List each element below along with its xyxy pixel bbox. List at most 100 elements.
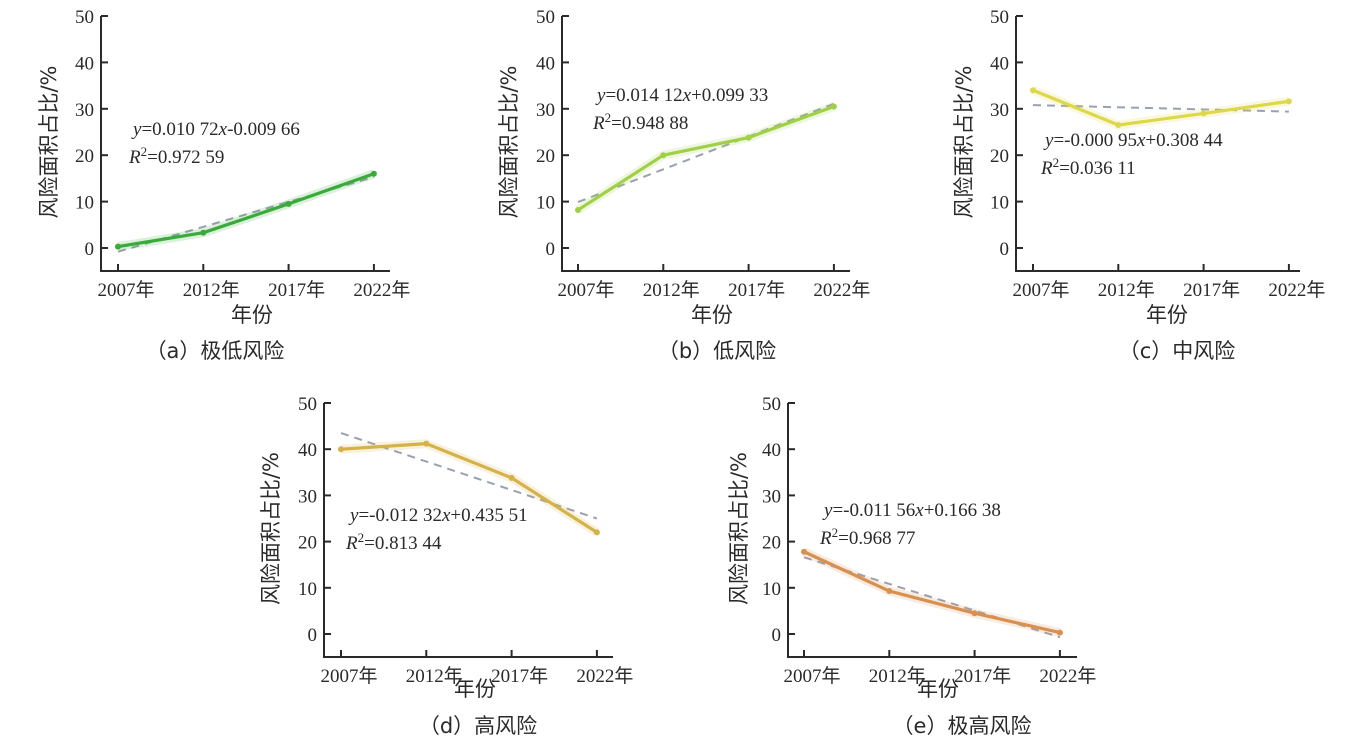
- equation-part: =0.036 11: [1059, 158, 1136, 179]
- chart-panel-d: 0 10 20 30 40 50 2007年 2012年 2017年 2022年 年份 风险面积占比/…: [220, 385, 660, 752]
- x-axis-title: 年份: [1146, 303, 1188, 327]
- x-tick-label: 2012年: [183, 279, 240, 301]
- equation-part: +0.308 44: [1145, 130, 1223, 151]
- equation-part: y: [348, 505, 359, 526]
- data-point: [370, 170, 377, 177]
- x-tick-label: 2007年: [1012, 279, 1069, 301]
- equation-part: x: [682, 85, 692, 106]
- x-tick-label: 2017年: [1183, 279, 1240, 301]
- equation-part: R: [345, 533, 358, 554]
- axes-frame: [1015, 16, 1300, 272]
- chart-caption: （e）极高风险: [893, 714, 1032, 738]
- y-tick-label: 30: [75, 100, 94, 121]
- equation-part: =-0.000 95: [1053, 130, 1137, 151]
- data-point: [285, 200, 292, 207]
- equation-part: R: [128, 147, 141, 168]
- y-tick-label: 20: [762, 533, 781, 554]
- data-point: [886, 588, 893, 595]
- x-tick-label: 2022年: [1039, 665, 1096, 687]
- y-tick-label: 40: [536, 53, 555, 74]
- chart-panel-e: 0 10 20 30 40 50 2007年 2012年 2017年 2022年 年份 风险面积占比/…: [700, 385, 1120, 752]
- y-axis-title: 风险面积占比/%: [497, 65, 521, 218]
- y-axis-title: 风险面积占比/%: [727, 452, 751, 605]
- equation-part: +0.166 38: [924, 500, 1001, 521]
- data-point: [660, 152, 667, 159]
- y-tick-label: 10: [75, 193, 94, 214]
- x-tick-label: 2017年: [954, 665, 1011, 687]
- x-tick-label: 2012年: [1098, 279, 1155, 301]
- series-line: [339, 442, 599, 534]
- equation-part: =-0.011 56: [832, 500, 915, 521]
- series-glow: [117, 169, 376, 252]
- x-tick-label: 2022年: [353, 279, 410, 301]
- regression-equation: y=-0.000 95x+0.308 44: [1043, 130, 1223, 151]
- x-tick-label: 2022年: [1268, 279, 1325, 301]
- series-line: [576, 104, 836, 212]
- x-tick-label: 2022年: [813, 279, 870, 301]
- r-squared: R2=0.972 59: [128, 144, 224, 169]
- x-tick-label: 2012年: [643, 279, 700, 301]
- equation-part: R: [1040, 158, 1053, 179]
- y-tick-label: 20: [298, 533, 317, 554]
- chart-panel-b: 0 10 20 30 40 50 2007年 2012年 2017年 2022年 年份 风险面积占比/…: [460, 0, 910, 370]
- r-squared: R2=0.813 44: [345, 530, 442, 555]
- equation-part: =0.813 44: [364, 533, 442, 554]
- y-tick-label: 30: [298, 486, 317, 507]
- chart-caption: （d）高风险: [419, 714, 537, 738]
- data-point: [801, 548, 807, 555]
- y-tick-label: 10: [762, 579, 781, 600]
- y-tick-label: 0: [1000, 239, 1010, 260]
- equation-part: y: [131, 119, 142, 140]
- data-point: [593, 529, 600, 536]
- regression-equation: y=-0.012 32x+0.435 51: [348, 505, 528, 526]
- y-tick-label: 0: [546, 239, 556, 260]
- equation-part: 2: [832, 525, 839, 540]
- x-tick-label: 2007年: [320, 665, 377, 687]
- y-tick-label: 50: [536, 7, 555, 28]
- x-tick-label: 2012年: [406, 665, 463, 687]
- r-squared: R2=0.968 77: [819, 525, 915, 550]
- y-axis-title: 风险面积占比/%: [37, 65, 61, 218]
- x-tick-label: 2012年: [869, 665, 926, 687]
- y-tick-label: 10: [298, 579, 317, 600]
- data-point: [1056, 629, 1063, 636]
- y-tick-label: 30: [990, 100, 1009, 121]
- equation-part: x: [441, 505, 451, 526]
- x-tick-label: 2007年: [557, 279, 614, 301]
- data-point: [1200, 110, 1207, 117]
- x-axis-title: 年份: [691, 303, 733, 327]
- x-axis-title: 年份: [454, 677, 496, 701]
- x-axis-title: 年份: [231, 303, 273, 327]
- x-tick-label: 2007年: [97, 279, 154, 301]
- x-tick-label: 2017年: [268, 279, 325, 301]
- axes-frame: [561, 16, 850, 272]
- y-tick-label: 20: [75, 146, 94, 167]
- series-glow: [802, 547, 1061, 638]
- axes-frame: [323, 403, 613, 658]
- data-point: [115, 243, 121, 250]
- equation-part: =-0.012 32: [358, 505, 442, 526]
- equation-part: -0.009 66: [227, 119, 300, 140]
- regression-equation: y=0.010 72x-0.009 66: [131, 119, 300, 140]
- y-tick-label: 40: [762, 440, 781, 461]
- equation-part: +0.435 51: [450, 505, 527, 526]
- chart-panel-c: 0 10 20 30 40 50 2007年 2012年 2017年 2022年 年份 风险面积占比/…: [915, 0, 1345, 370]
- data-point: [745, 134, 752, 141]
- x-tick-label: 2017年: [728, 279, 785, 301]
- data-point: [971, 610, 978, 617]
- data-point: [830, 103, 837, 110]
- y-tick-label: 40: [990, 53, 1009, 74]
- y-axis-title: 风险面积占比/%: [259, 452, 283, 605]
- y-tick-label: 0: [85, 239, 95, 260]
- equation-part: 2: [605, 110, 612, 125]
- y-tick-label: 30: [762, 486, 781, 507]
- x-tick-label: 2017年: [491, 665, 548, 687]
- r-squared: R2=0.036 11: [1040, 155, 1136, 180]
- equation-part: x: [1136, 130, 1146, 151]
- data-point: [423, 440, 430, 447]
- x-axis-title: 年份: [917, 677, 959, 701]
